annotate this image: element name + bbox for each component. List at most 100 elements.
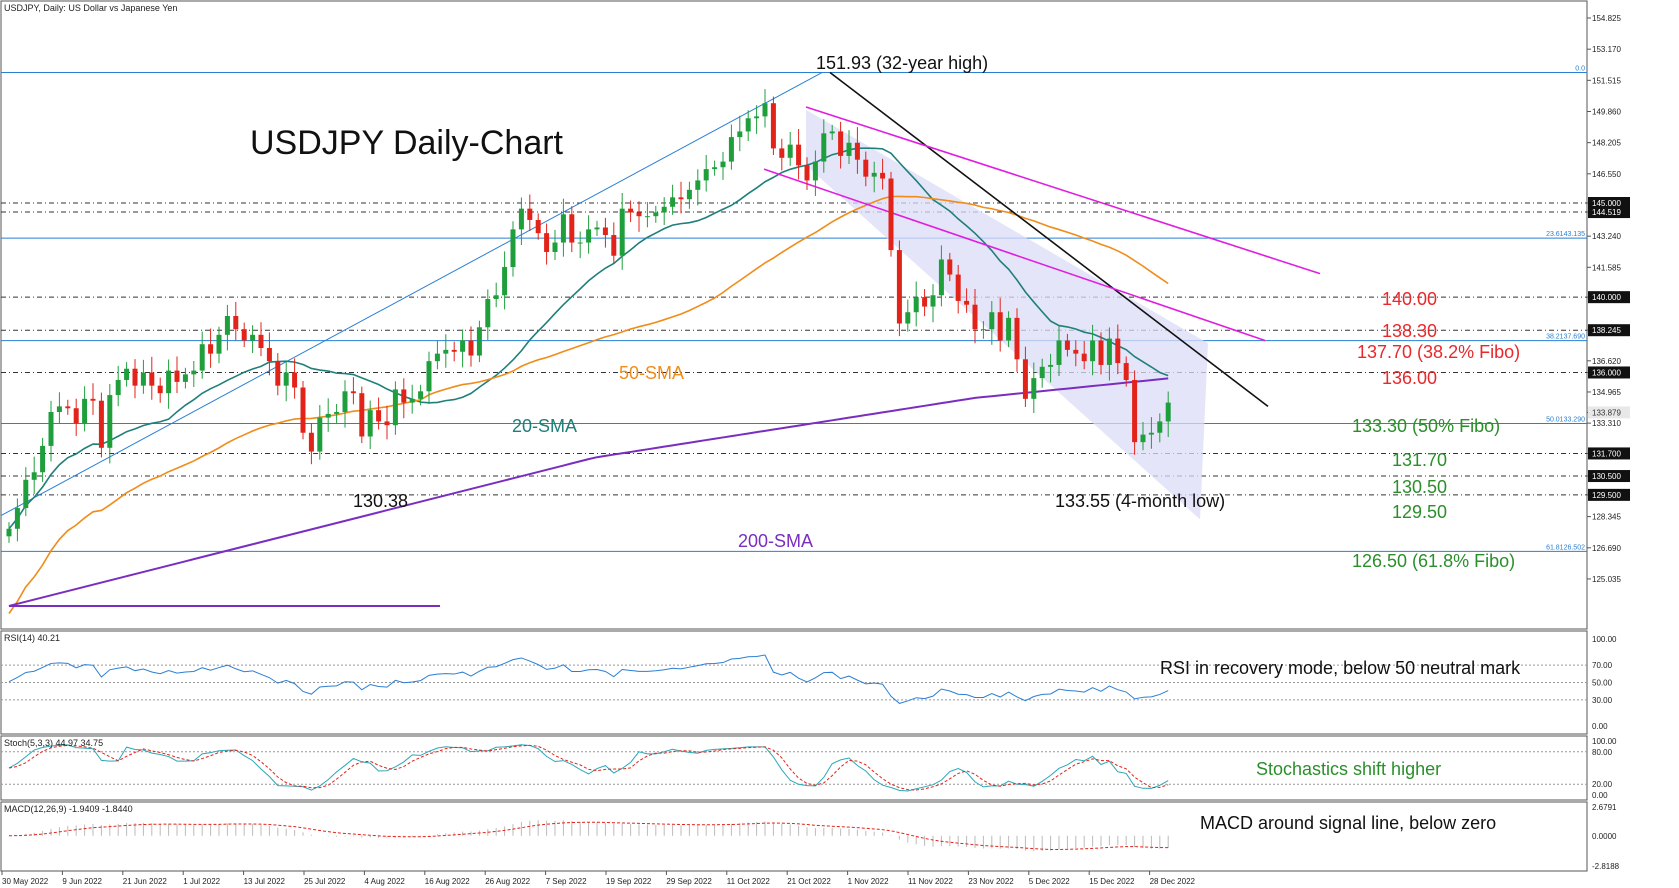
candle-body bbox=[1098, 340, 1104, 365]
date-axis-label: 21 Jun 2022 bbox=[123, 877, 168, 886]
candle-body bbox=[409, 398, 415, 403]
rsi-axis-label: 70.00 bbox=[1592, 661, 1613, 670]
level-tag-box bbox=[1588, 406, 1630, 419]
price-axis-label: 125.035 bbox=[1592, 575, 1621, 584]
fib-tag: 61.8126.502 bbox=[1546, 544, 1585, 551]
candle-body bbox=[712, 167, 718, 170]
candle-body bbox=[770, 103, 776, 149]
candle-body bbox=[157, 385, 163, 394]
candle-body bbox=[124, 368, 130, 381]
candle-body bbox=[947, 259, 953, 275]
candle-body bbox=[292, 372, 298, 388]
level-138-30: 138.30 bbox=[1382, 321, 1437, 341]
candle-body bbox=[754, 116, 760, 119]
high-annotation: 151.93 (32-year high) bbox=[816, 53, 988, 73]
macd-axis-label: 2.6791 bbox=[1592, 803, 1617, 812]
candle-body bbox=[720, 161, 726, 168]
price-pane-frame bbox=[0, 0, 1588, 630]
level-136: 136.00 bbox=[1382, 368, 1437, 388]
candle-body bbox=[880, 172, 886, 179]
candle-body bbox=[191, 370, 197, 375]
candle-body bbox=[56, 406, 62, 413]
stoch-comment: Stochastics shift higher bbox=[1256, 759, 1441, 779]
sma200-label: 200-SMA bbox=[738, 531, 813, 551]
candle-body bbox=[863, 159, 869, 177]
candle-body bbox=[762, 103, 768, 117]
candle-body bbox=[1132, 380, 1138, 443]
candle-body bbox=[796, 144, 802, 166]
candle-body bbox=[418, 391, 424, 399]
candle-body bbox=[48, 412, 54, 446]
candle-body bbox=[31, 472, 37, 480]
candle-body bbox=[586, 229, 592, 243]
candle-body bbox=[342, 391, 348, 413]
macd-pane-frame bbox=[0, 801, 1588, 872]
candle-body bbox=[636, 212, 642, 217]
date-axis-label: 23 Nov 2022 bbox=[968, 877, 1014, 886]
candle-body bbox=[1073, 349, 1079, 354]
date-axis-label: 4 Aug 2022 bbox=[364, 877, 405, 886]
candle-body bbox=[670, 197, 676, 207]
candle-body bbox=[527, 208, 533, 220]
date-axis-label: 21 Oct 2022 bbox=[787, 877, 831, 886]
level-133-30: 133.30 (50% Fibo) bbox=[1352, 416, 1500, 436]
stoch-axis-label: 100.00 bbox=[1592, 737, 1617, 746]
candle-body bbox=[300, 387, 306, 433]
fib-diagonal bbox=[0, 72, 823, 517]
candle-body bbox=[1014, 317, 1020, 360]
candle-body bbox=[611, 235, 617, 256]
candle-body bbox=[23, 479, 29, 509]
candle-body bbox=[476, 327, 482, 356]
stoch-d-line bbox=[8, 744, 1169, 791]
date-axis-label: 28 Dec 2022 bbox=[1150, 877, 1196, 886]
candle-body bbox=[216, 334, 222, 354]
stoch-axis-label: 20.00 bbox=[1592, 780, 1613, 789]
macd-signal-line bbox=[8, 821, 1169, 850]
macd-axis-label: -2.8188 bbox=[1592, 862, 1620, 871]
level-tag-label: 136.000 bbox=[1592, 368, 1621, 377]
candle-body bbox=[644, 216, 650, 218]
candle-body bbox=[787, 144, 793, 158]
level-tag-box bbox=[1588, 488, 1630, 501]
candle-body bbox=[695, 180, 701, 190]
candle-body bbox=[594, 227, 600, 230]
level-tag-label: 130.500 bbox=[1592, 472, 1621, 481]
price-axis-label: 133.310 bbox=[1592, 419, 1621, 428]
price-axis-label: 141.585 bbox=[1592, 263, 1621, 272]
price-axis-label: 143.240 bbox=[1592, 232, 1621, 241]
candle-body bbox=[997, 312, 1003, 341]
candle-body bbox=[392, 389, 398, 426]
candle-body bbox=[745, 118, 751, 132]
candle-body bbox=[854, 142, 860, 160]
candle-body bbox=[334, 412, 340, 414]
candle-body bbox=[250, 334, 256, 341]
level-tag-box bbox=[1588, 470, 1630, 483]
candle-body bbox=[1106, 338, 1112, 365]
candle-body bbox=[359, 393, 365, 437]
candle-body bbox=[552, 242, 558, 252]
candle-body bbox=[258, 334, 264, 348]
candle-body bbox=[1022, 359, 1028, 399]
candle-body bbox=[812, 161, 818, 181]
macd-label: MACD(12,26,9) -1.9409 -1.8440 bbox=[4, 804, 133, 814]
candle-body bbox=[275, 361, 281, 386]
fib-tag: 0.0 bbox=[1575, 66, 1585, 73]
candle-body bbox=[560, 214, 566, 243]
candle-body bbox=[930, 295, 936, 307]
price-axis-label: 128.345 bbox=[1592, 513, 1621, 522]
date-axis-label: 30 May 2022 bbox=[2, 877, 49, 886]
rsi-axis-label: 50.00 bbox=[1592, 679, 1613, 688]
sma20-line bbox=[8, 147, 1169, 530]
candle-body bbox=[82, 398, 88, 424]
candle-body bbox=[132, 368, 138, 386]
candle-body bbox=[224, 315, 230, 335]
candle-body bbox=[1140, 434, 1146, 443]
stoch-axis-label: 80.00 bbox=[1592, 748, 1613, 757]
stoch-k-line bbox=[8, 744, 1169, 792]
rsi-label: RSI(14) 40.21 bbox=[4, 633, 60, 643]
candle-body bbox=[460, 340, 466, 352]
stoch-axis-label: 0.00 bbox=[1592, 791, 1608, 800]
candle-body bbox=[208, 344, 214, 354]
